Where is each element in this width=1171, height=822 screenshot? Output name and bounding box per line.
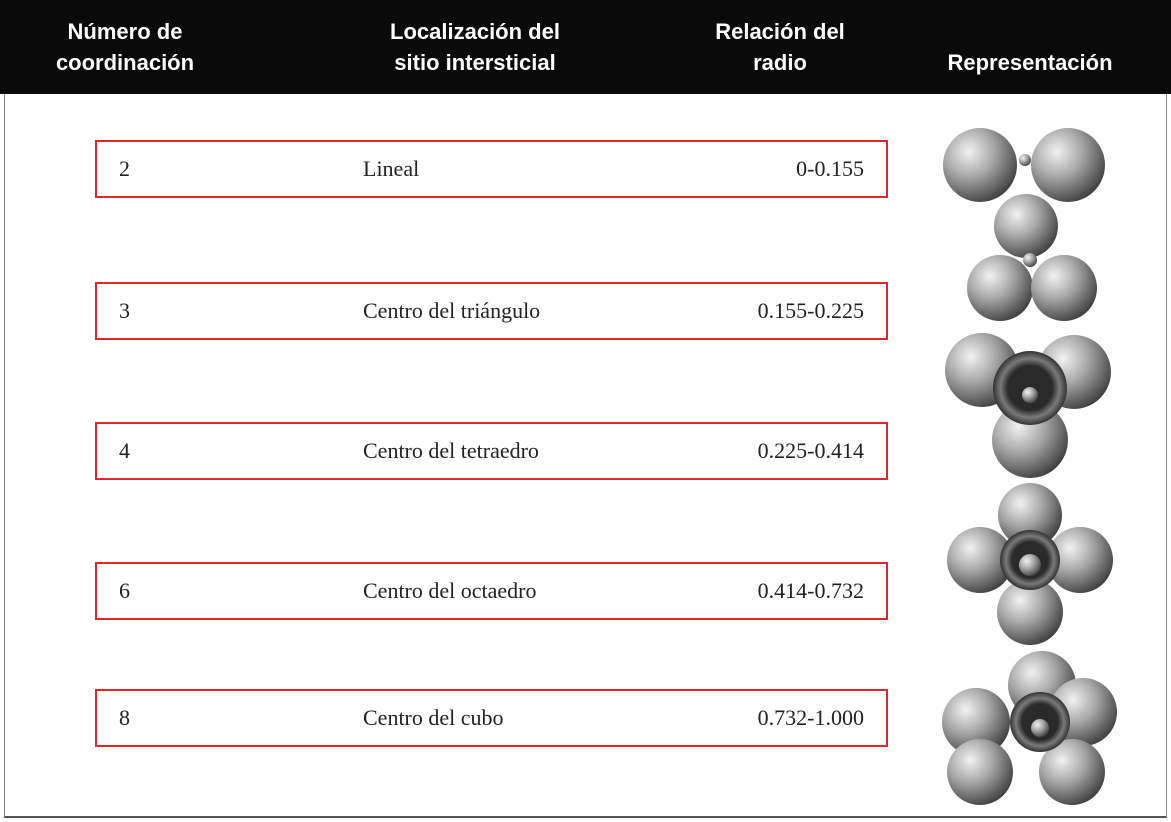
sphere	[997, 579, 1063, 645]
table-row: 4 Centro del tetraedro 0.225-0.414	[95, 422, 888, 480]
sphere	[1031, 255, 1097, 321]
table-header: Número de coordinación Localización del …	[0, 0, 1171, 94]
table-cell: 0-0.155	[796, 156, 864, 181]
header-line: radio	[753, 50, 807, 75]
table-row: 8 Centro del cubo 0.732-1.000	[95, 689, 888, 747]
table-row: 6 Centro del octaedro 0.414-0.732	[95, 562, 888, 620]
table-cell: 0.225-0.414	[757, 438, 864, 463]
sphere	[943, 128, 1017, 202]
sphere	[947, 527, 1013, 593]
header-cell: Relación del radio	[680, 16, 880, 78]
table-cell: Centro del cubo	[363, 705, 504, 730]
header-line: Número de	[67, 19, 183, 44]
table-cell: 3	[119, 298, 130, 323]
sphere	[1022, 387, 1038, 403]
table-row: 3 Centro del triángulo 0.155-0.225	[95, 282, 888, 340]
table-cell: 6	[119, 578, 130, 603]
header-cell: Representación	[915, 47, 1145, 78]
table-cell: 4	[119, 438, 130, 463]
sphere	[967, 255, 1033, 321]
header-cell: Número de coordinación	[40, 16, 210, 78]
header-cell: Localización del sitio intersticial	[355, 16, 595, 78]
table-cell: 0.155-0.225	[757, 298, 864, 323]
sphere	[1019, 554, 1041, 576]
sphere	[1019, 154, 1031, 166]
sphere	[994, 194, 1058, 258]
table-frame	[4, 0, 1167, 818]
header-line: sitio intersticial	[394, 50, 556, 75]
sphere	[947, 739, 1013, 805]
sphere	[1023, 253, 1037, 267]
header-line: Representación	[947, 50, 1113, 75]
header-line: Relación del	[715, 19, 845, 44]
table-cell: 8	[119, 705, 130, 730]
table-cell: 0.414-0.732	[757, 578, 864, 603]
sphere	[942, 688, 1010, 756]
sphere	[992, 402, 1068, 478]
table-cell: 0.732-1.000	[757, 705, 864, 730]
sphere	[1047, 527, 1113, 593]
table-cell: Centro del triángulo	[363, 298, 541, 323]
header-line: Localización del	[390, 19, 560, 44]
table-row: 2 Lineal 0-0.155	[95, 140, 888, 198]
table-cell: Centro del tetraedro	[363, 438, 539, 463]
table-cell: Centro del octaedro	[363, 578, 537, 603]
sphere	[1039, 739, 1105, 805]
sphere	[1031, 719, 1049, 737]
table-cell: 2	[119, 156, 130, 181]
table-cell: Lineal	[363, 156, 420, 181]
sphere	[1031, 128, 1105, 202]
header-line: coordinación	[55, 50, 195, 75]
sphere	[998, 483, 1062, 547]
